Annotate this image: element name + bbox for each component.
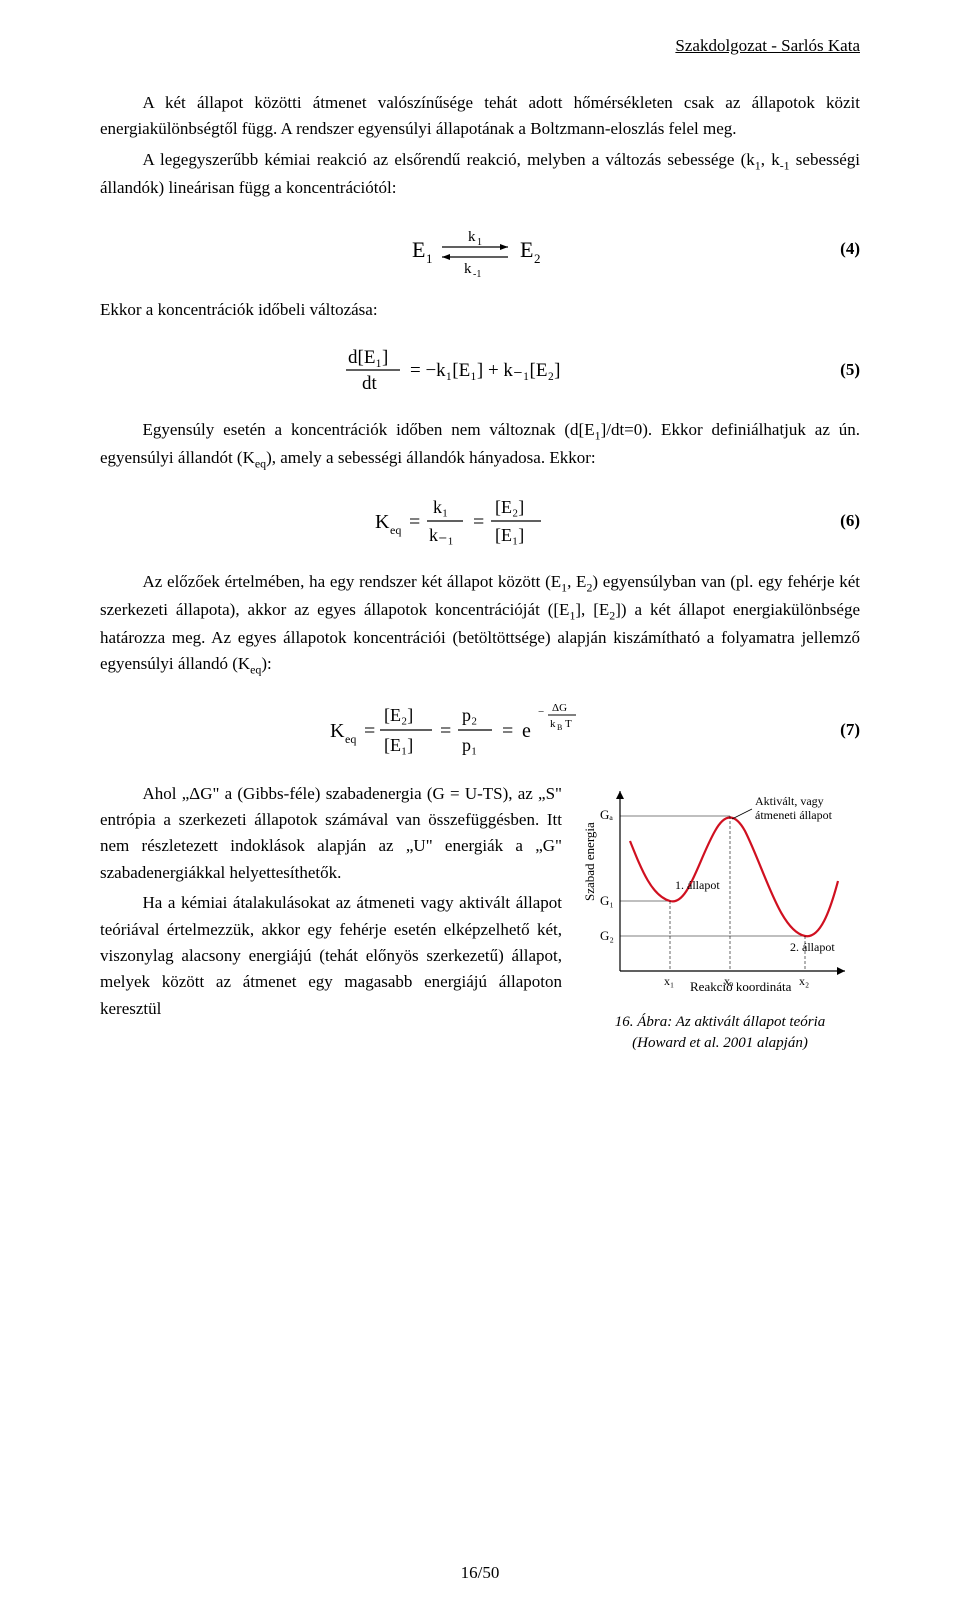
page-number: 16/50 <box>0 1563 960 1583</box>
svg-text:k₁: k₁ <box>433 497 448 517</box>
svg-text:k₋₁: k₋₁ <box>429 525 454 545</box>
svg-text:T: T <box>565 718 572 730</box>
svg-text:K: K <box>375 511 390 533</box>
svg-text:=: = <box>409 511 420 533</box>
svg-text:átmeneti állapot: átmeneti állapot <box>755 808 833 822</box>
paragraph-3: Ekkor a koncentrációk időbeli változása: <box>100 297 860 323</box>
svg-text:E: E <box>412 237 425 262</box>
eq6-number: (6) <box>840 511 860 531</box>
svg-text:G₂: G₂ <box>600 928 614 943</box>
paragraph-5: Az előzőek értelmében, ha egy rendszer k… <box>100 569 860 679</box>
equation-7: K eq = [E₂] [E₁] = p₂ p₁ = e − ΔG k B T <box>320 697 640 763</box>
equation-6: K eq = k₁ k₋₁ = [E₂] [E₁] <box>365 491 595 551</box>
page-header: Szakdolgozat - Sarlós Kata <box>100 36 860 56</box>
svg-text:Aktivált, vagy: Aktivált, vagy <box>755 794 824 808</box>
para2-mid1: , k <box>761 150 780 169</box>
eq5-number: (5) <box>840 360 860 380</box>
svg-text:k: k <box>550 718 556 730</box>
caption-line1: 16. Ábra: Az aktivált állapot teória <box>615 1014 826 1030</box>
svg-text:=: = <box>440 720 451 742</box>
svg-text:[E₂]: [E₂] <box>495 497 524 517</box>
svg-text:eq: eq <box>390 523 401 537</box>
equation-5-row: d[E₁] dt = −k₁[E₁] + k₋₁[E₂] (5) <box>100 341 860 399</box>
svg-text:[E₂]: [E₂] <box>384 705 413 725</box>
equation-6-row: K eq = k₁ k₋₁ = [E₂] [E₁] (6) <box>100 491 860 551</box>
equation-4: E 1 k 1 k -1 E 2 <box>400 219 560 279</box>
p5-keq: eq <box>250 662 261 676</box>
svg-text:B: B <box>557 723 562 732</box>
svg-text:=: = <box>473 511 484 533</box>
activated-state-figure: Szabad energia Reakció koordináta Gₐ G₁ … <box>580 781 860 1001</box>
svg-text:Gₐ: Gₐ <box>600 807 613 822</box>
left-text-column: Ahol „ΔG" a (Gibbs-féle) szabadenergia (… <box>100 781 562 1026</box>
svg-text:k: k <box>464 261 472 277</box>
svg-text:-1: -1 <box>473 269 481 279</box>
svg-text:Reakció koordináta: Reakció koordináta <box>690 979 792 994</box>
svg-text:=: = <box>364 720 375 742</box>
svg-text:x₂: x₂ <box>799 974 809 988</box>
eq4-number: (4) <box>840 239 860 259</box>
paragraph-4: Egyensúly esetén a koncentrációk időben … <box>100 417 860 473</box>
svg-text:eq: eq <box>345 732 356 746</box>
svg-text:E: E <box>520 237 533 262</box>
svg-text:p₁: p₁ <box>462 735 477 755</box>
svg-text:K: K <box>330 720 345 742</box>
para4-sub2: eq <box>255 456 266 470</box>
svg-text:k: k <box>468 229 476 245</box>
svg-text:Szabad energia: Szabad energia <box>582 822 597 901</box>
two-column-section: Ahol „ΔG" a (Gibbs-féle) szabadenergia (… <box>100 781 860 1054</box>
svg-text:−: − <box>538 706 544 718</box>
figure-caption: 16. Ábra: Az aktivált állapot teória (Ho… <box>580 1012 860 1054</box>
svg-text:[E₁]: [E₁] <box>384 735 413 755</box>
svg-text:= −k₁[E₁] + k₋₁[E₂]: = −k₁[E₁] + k₋₁[E₂] <box>410 360 560 381</box>
equation-5: d[E₁] dt = −k₁[E₁] + k₋₁[E₂] <box>320 341 640 399</box>
svg-text:G₁: G₁ <box>600 893 614 908</box>
paragraph-7: Ha a kémiai átalakulásokat az átmeneti v… <box>100 890 562 1022</box>
svg-text:dt: dt <box>362 373 378 394</box>
svg-text:d[E₁]: d[E₁] <box>348 347 388 368</box>
para2-text: A legegyszerűbb kémiai reakció az elsőre… <box>143 150 755 169</box>
paragraph-1: A két állapot közötti átmenet valószínűs… <box>100 90 860 143</box>
svg-text:x₁: x₁ <box>664 974 674 988</box>
svg-text:2: 2 <box>534 251 541 266</box>
svg-text:1. állapot: 1. állapot <box>675 878 720 892</box>
eq7-number: (7) <box>840 720 860 740</box>
svg-text:p₂: p₂ <box>462 705 477 725</box>
figure-column: Szabad energia Reakció koordináta Gₐ G₁ … <box>580 781 860 1054</box>
paragraph-2: A legegyszerűbb kémiai reakció az elsőre… <box>100 147 860 201</box>
svg-text:=: = <box>502 720 513 742</box>
svg-text:1: 1 <box>426 251 433 266</box>
p5-mid1: , E <box>567 572 586 591</box>
para4-a: Egyensúly esetén a koncentrációk időben … <box>143 420 595 439</box>
para2-km1-sub: -1 <box>780 158 790 172</box>
svg-text:2. állapot: 2. állapot <box>790 940 835 954</box>
p5d: ): <box>261 654 271 673</box>
svg-text:1: 1 <box>477 237 482 248</box>
caption-line2: (Howard et al. 2001 alapján) <box>580 1033 860 1054</box>
para4-post2: ), amely a sebességi állandók hányadosa.… <box>266 448 596 467</box>
svg-text:[E₁]: [E₁] <box>495 525 524 545</box>
paragraph-6: Ahol „ΔG" a (Gibbs-féle) szabadenergia (… <box>100 781 562 886</box>
equation-7-row: K eq = [E₂] [E₁] = p₂ p₁ = e − ΔG k B T … <box>100 697 860 763</box>
p5a: Az előzőek értelmében, ha egy rendszer k… <box>143 572 562 591</box>
equation-4-row: E 1 k 1 k -1 E 2 (4) <box>100 219 860 279</box>
svg-text:xₐ: xₐ <box>724 974 734 988</box>
p5-mid2: ], [E <box>575 600 609 619</box>
svg-text:e: e <box>522 720 531 742</box>
svg-text:ΔG: ΔG <box>552 702 567 714</box>
